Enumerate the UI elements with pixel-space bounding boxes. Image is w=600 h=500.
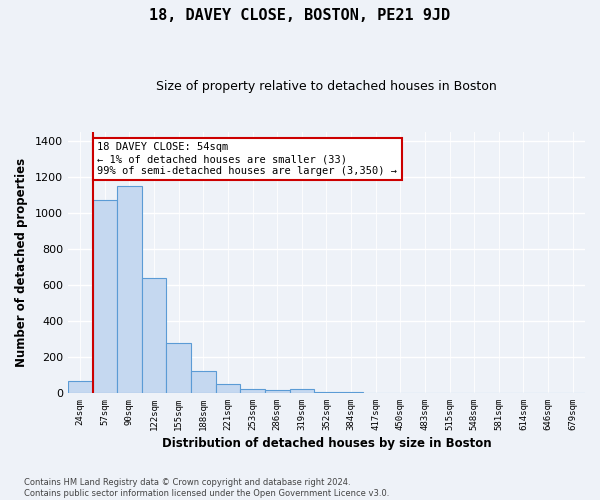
Bar bbox=[339, 392, 364, 393]
Bar bbox=[314, 392, 339, 393]
Bar bbox=[92, 200, 117, 393]
Bar bbox=[142, 278, 166, 393]
Text: 18, DAVEY CLOSE, BOSTON, PE21 9JD: 18, DAVEY CLOSE, BOSTON, PE21 9JD bbox=[149, 8, 451, 22]
Bar bbox=[191, 372, 215, 393]
Bar bbox=[68, 381, 92, 393]
Bar bbox=[117, 186, 142, 393]
Bar bbox=[265, 390, 290, 393]
Bar bbox=[240, 390, 265, 393]
Text: 18 DAVEY CLOSE: 54sqm
← 1% of detached houses are smaller (33)
99% of semi-detac: 18 DAVEY CLOSE: 54sqm ← 1% of detached h… bbox=[97, 142, 397, 176]
X-axis label: Distribution of detached houses by size in Boston: Distribution of detached houses by size … bbox=[161, 437, 491, 450]
Text: Contains HM Land Registry data © Crown copyright and database right 2024.
Contai: Contains HM Land Registry data © Crown c… bbox=[24, 478, 389, 498]
Y-axis label: Number of detached properties: Number of detached properties bbox=[15, 158, 28, 367]
Bar bbox=[290, 389, 314, 393]
Title: Size of property relative to detached houses in Boston: Size of property relative to detached ho… bbox=[156, 80, 497, 93]
Bar bbox=[215, 384, 240, 393]
Bar bbox=[166, 344, 191, 393]
